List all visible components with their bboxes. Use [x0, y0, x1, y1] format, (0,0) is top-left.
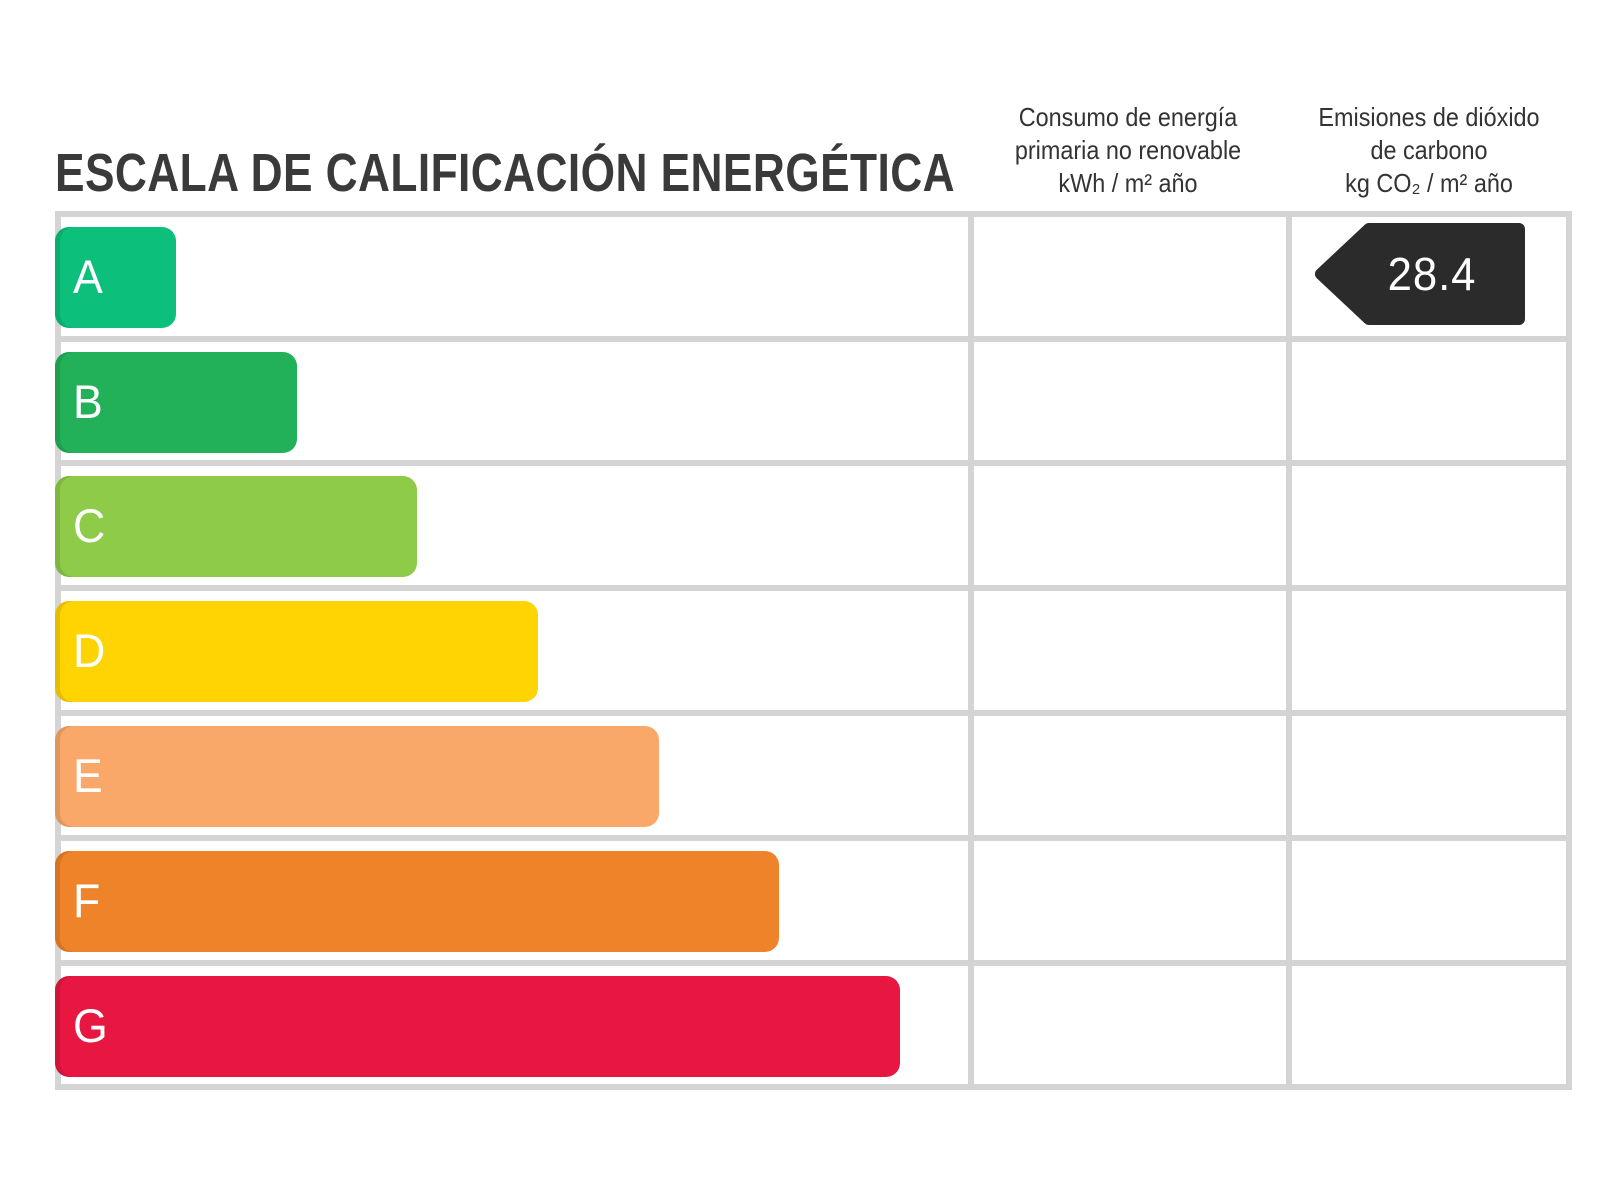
- rating-bar-a: A: [55, 227, 176, 328]
- rating-bar-b: B: [55, 352, 297, 453]
- rating-letter-g: G: [73, 999, 108, 1052]
- row-divider-4: [55, 710, 1572, 716]
- rating-letter-a: A: [73, 250, 103, 303]
- rating-bar-d: D: [55, 601, 538, 702]
- table-divider-emisiones: [1286, 211, 1292, 1090]
- page-title: ESCALA DE CALIFICACIÓN ENERGÉTICA: [55, 143, 955, 204]
- column-header-emisiones: Emisiones de dióxido de carbono kg CO₂ /…: [1300, 101, 1557, 200]
- column-header-consumo-line2: primaria no renovable: [1014, 135, 1242, 165]
- column-header-emisiones-line1: Emisiones de dióxido: [1318, 102, 1540, 132]
- emissions-indicator-arrow: [1315, 223, 1525, 325]
- column-header-consumo: Consumo de energía primaria no renovable…: [984, 101, 1272, 200]
- row-divider-1: [55, 336, 1572, 342]
- table-right-border: [1566, 211, 1572, 1090]
- rating-letter-b: B: [73, 375, 103, 428]
- arrow-shape: [1315, 223, 1525, 325]
- rating-bar-e: E: [55, 726, 659, 827]
- rating-letter-e: E: [73, 749, 103, 802]
- column-header-consumo-line3: kWh / m² año: [1058, 168, 1198, 198]
- row-divider-3: [55, 585, 1572, 591]
- rating-letter-d: D: [73, 624, 106, 677]
- emissions-value: 28.4: [1387, 248, 1477, 300]
- column-header-emisiones-line2: de carbono: [1370, 135, 1488, 165]
- column-header-emisiones-line3: kg CO₂ / m² año: [1345, 168, 1513, 198]
- rating-bar-c: C: [55, 476, 417, 577]
- row-divider-5: [55, 835, 1572, 841]
- row-divider-6: [55, 960, 1572, 966]
- rating-bar-g: G: [55, 976, 900, 1077]
- column-header-consumo-line1: Consumo de energía: [1018, 102, 1238, 132]
- table-top-border: [55, 211, 1572, 217]
- rating-bar-f: F: [55, 851, 779, 952]
- rating-letter-f: F: [73, 874, 101, 927]
- rating-letter-c: C: [73, 499, 106, 552]
- row-divider-2: [55, 460, 1572, 466]
- table-bottom-border: [55, 1084, 1572, 1090]
- table-divider-consumo: [968, 211, 974, 1090]
